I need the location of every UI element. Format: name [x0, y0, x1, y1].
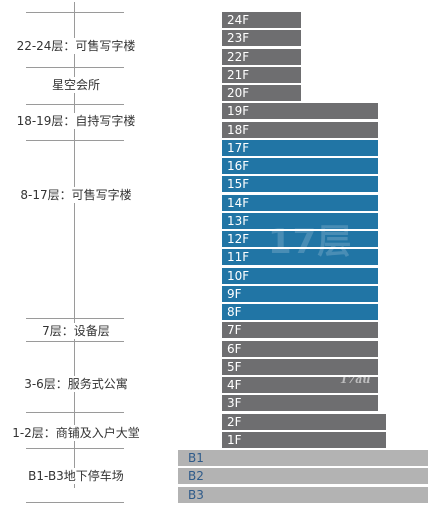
- floor-21f: 21F: [222, 66, 301, 83]
- zone-label: 7层：设备层: [0, 323, 152, 339]
- floor-14f: 14F: [222, 194, 378, 211]
- floor-20f: 20F: [222, 85, 301, 102]
- floor-5f: 5F: [222, 358, 378, 375]
- watermark: 17层: [268, 222, 353, 262]
- floor-17f: 17F: [222, 139, 378, 156]
- zone-separator: [26, 67, 124, 68]
- floor-22f: 22F: [222, 48, 301, 65]
- floor-1f: 1F: [222, 431, 386, 448]
- floor-19f: 19F: [222, 103, 378, 120]
- zone-separator: [26, 12, 124, 13]
- floor-6f: 6F: [222, 340, 378, 357]
- zone-separator: [26, 104, 124, 105]
- zone-label: 1-2层：商铺及入户大堂: [0, 425, 152, 441]
- zone-label: B1-B3地下停车场: [0, 468, 152, 484]
- floor-8f: 8F: [222, 304, 378, 321]
- zone-label: 8-17层：可售写字楼: [0, 187, 152, 203]
- floor-10f: 10F: [222, 267, 378, 284]
- zone-separator: [26, 318, 124, 319]
- floor-2f: 2F: [222, 413, 386, 430]
- zone-separator: [26, 341, 124, 342]
- floor-16f: 16F: [222, 158, 378, 175]
- zone-separator: [26, 502, 124, 503]
- floor-b3: B3: [178, 486, 428, 503]
- floor-7f: 7F: [222, 322, 378, 339]
- floor-4f: 4F: [222, 377, 378, 394]
- zone-separator: [26, 448, 124, 449]
- zone-label: 22-24层：可售写字楼: [0, 38, 152, 54]
- zone-label: 星空会所: [0, 77, 152, 93]
- floor-9f: 9F: [222, 285, 378, 302]
- floor-b1: B1: [178, 450, 428, 467]
- watermark-small: 17au: [340, 373, 371, 386]
- floor-12f: 12F: [222, 231, 378, 248]
- axis-line: [74, 2, 75, 488]
- floor-3f: 3F: [222, 395, 378, 412]
- zone-label: 3-6层：服务式公寓: [0, 376, 152, 392]
- floor-b2: B2: [178, 468, 428, 485]
- zone-separator: [26, 140, 124, 141]
- floor-11f: 11F: [222, 249, 378, 266]
- floor-24f: 24F: [222, 12, 301, 29]
- floor-23f: 23F: [222, 30, 301, 47]
- floor-18f: 18F: [222, 121, 378, 138]
- zone-separator: [26, 412, 124, 413]
- floor-13f: 13F: [222, 212, 378, 229]
- floor-15f: 15F: [222, 176, 378, 193]
- zone-label: 18-19层：自持写字楼: [0, 113, 152, 129]
